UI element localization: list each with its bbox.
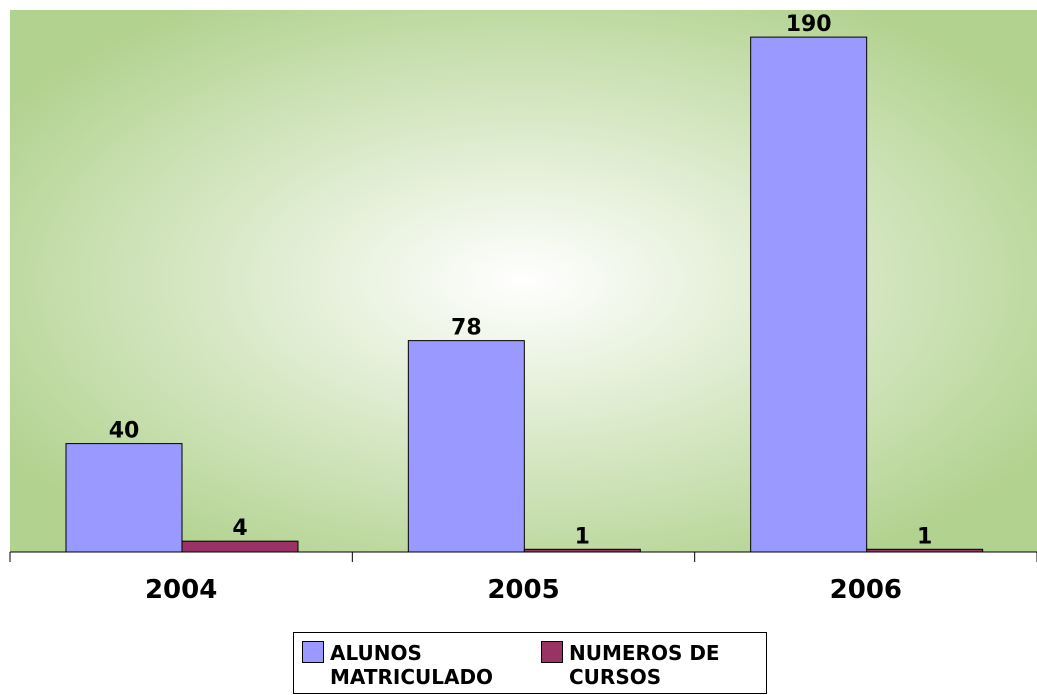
bar bbox=[407, 340, 525, 553]
data-label: 190 bbox=[786, 12, 832, 37]
bar bbox=[65, 443, 183, 553]
legend-swatch bbox=[541, 641, 563, 663]
bar bbox=[750, 36, 868, 553]
data-label: 1 bbox=[575, 524, 590, 549]
legend-label: NUMEROS DE CURSOS bbox=[569, 641, 720, 689]
data-label: 78 bbox=[451, 316, 482, 341]
data-label: 4 bbox=[232, 516, 247, 541]
data-label: 1 bbox=[917, 524, 932, 549]
x-tick-label: 2004 bbox=[145, 575, 217, 605]
legend-item: ALUNOS MATRICULADO bbox=[302, 641, 519, 693]
x-tick-label: 2005 bbox=[487, 575, 559, 605]
x-tick-label: 2006 bbox=[830, 575, 902, 605]
data-label: 40 bbox=[109, 419, 140, 444]
legend: ALUNOS MATRICULADO NUMEROS DE CURSOS bbox=[293, 632, 767, 694]
bar bbox=[181, 540, 299, 553]
chart: 2004 40 4 2005 78 1 2006 190 1 bbox=[9, 10, 1037, 605]
legend-label: ALUNOS MATRICULADO bbox=[330, 641, 494, 689]
legend-swatch bbox=[302, 641, 324, 663]
legend-item: NUMEROS DE CURSOS bbox=[541, 641, 758, 693]
